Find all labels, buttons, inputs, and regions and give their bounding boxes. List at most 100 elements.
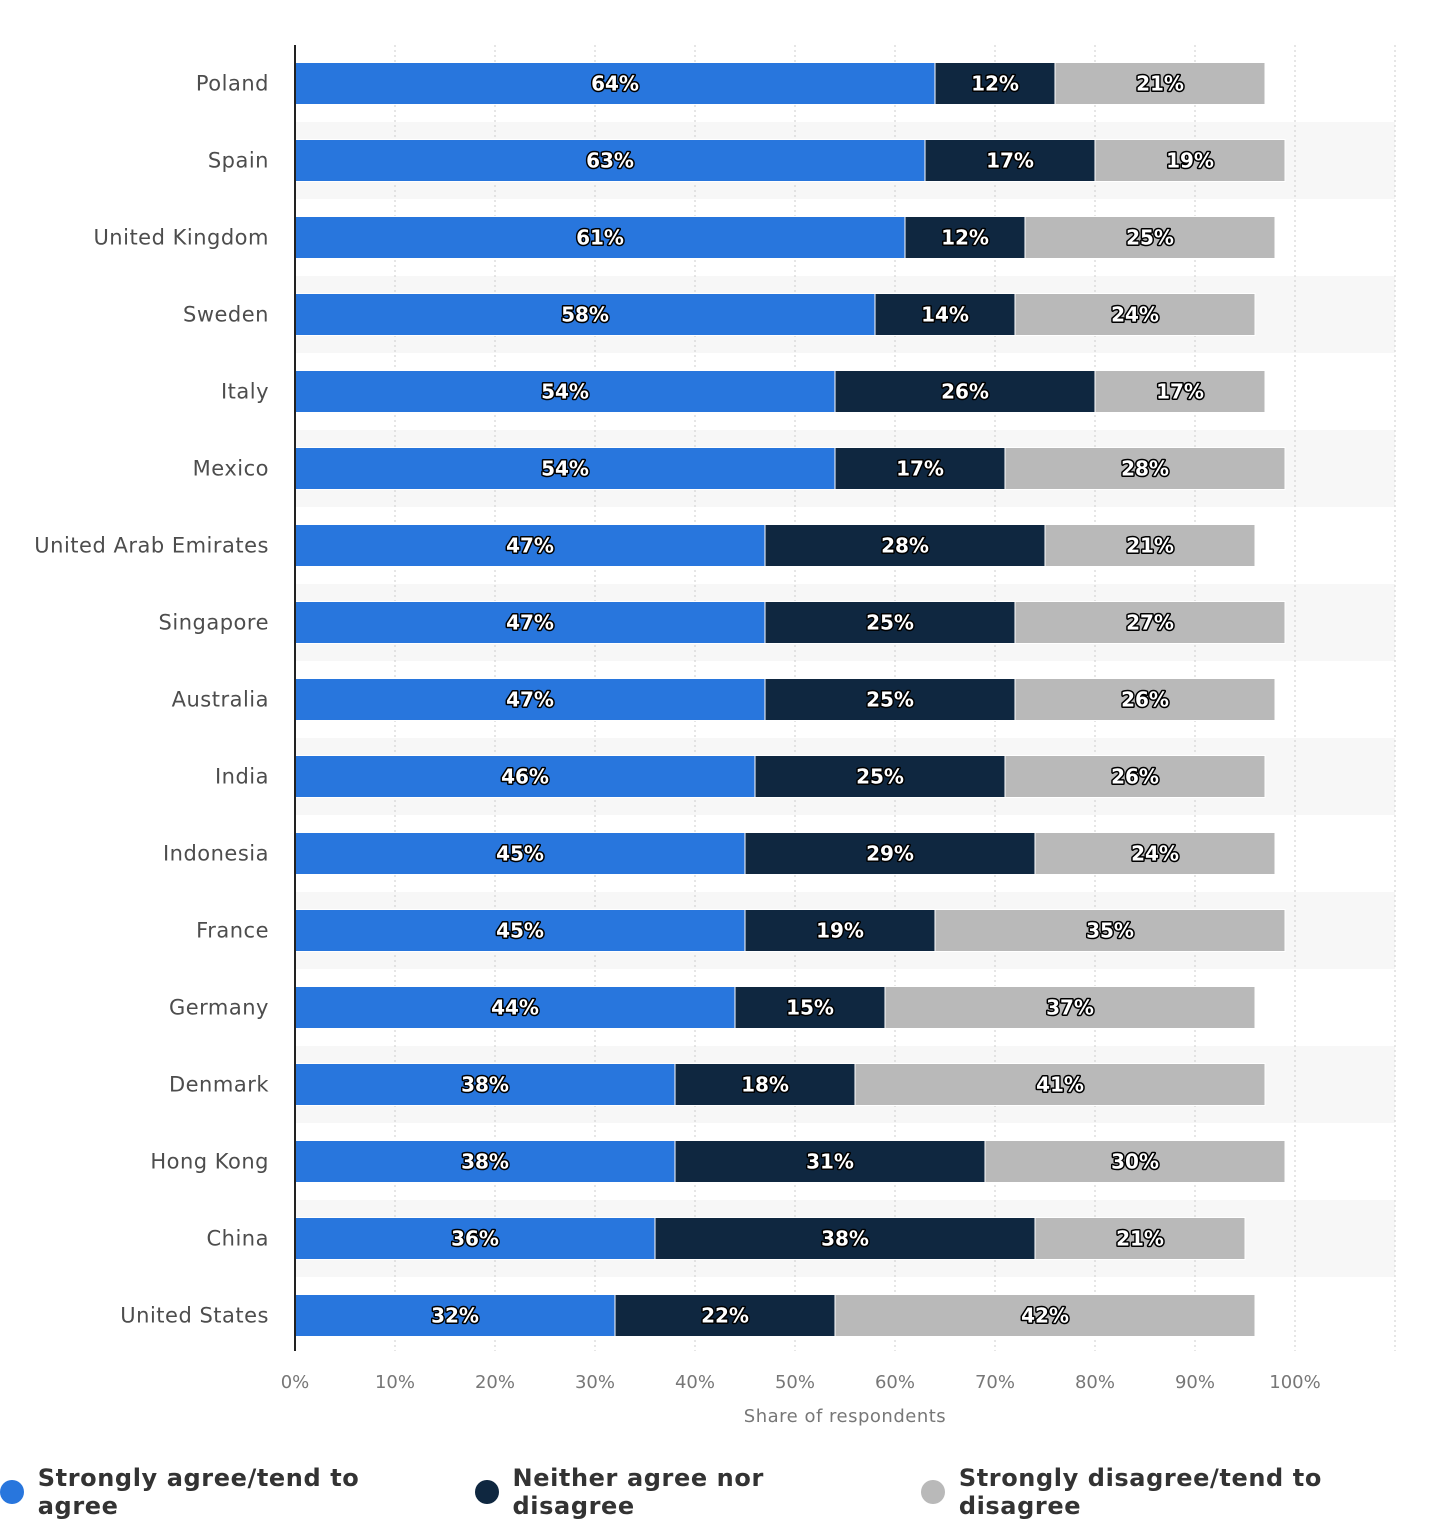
bar-segment[interactable] [834, 1294, 1256, 1337]
x-tick-label: 0% [281, 1372, 310, 1393]
bar-segment[interactable] [674, 1063, 856, 1106]
category-label: Germany [169, 996, 269, 1020]
data-label: 31% [806, 1150, 854, 1174]
data-label: 30% [1111, 1150, 1159, 1174]
bar-segment[interactable] [654, 1217, 1036, 1260]
legend-item-agree[interactable]: Strongly agree/tend to agree [0, 1464, 445, 1520]
bar-segment[interactable] [1004, 447, 1286, 490]
data-labels: 64% 12% 21% 63% 17% 19% 61% 12% 25% 58% 14% 24% 54% 2… [430, 70, 1216, 1329]
category-label: United Arab Emirates [34, 534, 269, 558]
data-label: 21% [1136, 72, 1184, 96]
data-label: 42% [1021, 1304, 1069, 1328]
bar-segment[interactable] [1094, 370, 1266, 413]
legend: Strongly agree/tend to agree Neither agr… [0, 1464, 1448, 1520]
x-tick-label: 80% [1075, 1372, 1115, 1393]
bar-segment[interactable] [294, 601, 766, 644]
bar-segment[interactable] [294, 524, 766, 567]
bar-segment[interactable] [294, 1063, 676, 1106]
bar-segment[interactable] [614, 1294, 836, 1337]
legend-dot-disagree-icon [921, 1480, 945, 1504]
category-label: Singapore [159, 611, 269, 635]
data-label: 26% [1111, 765, 1159, 789]
bar-segment[interactable] [1044, 524, 1256, 567]
bar-segment[interactable] [1034, 1217, 1246, 1260]
data-label: 36% [451, 1227, 499, 1251]
bar-segment[interactable] [1014, 601, 1286, 644]
bar-segment[interactable] [294, 832, 746, 875]
bar-segment[interactable] [294, 447, 836, 490]
legend-dot-neither-icon [474, 1480, 499, 1504]
stacked-bar-chart: 64% 12% 21% 63% 17% 19% 61% 12% 25% 58% 14% 24% 54% 2… [34, 45, 1396, 1427]
bar-segment[interactable] [764, 678, 1016, 721]
x-tick-label: 100% [1269, 1372, 1320, 1393]
data-label: 38% [461, 1150, 509, 1174]
data-label: 45% [496, 842, 544, 866]
data-label: 25% [1126, 226, 1174, 250]
x-tick-label: 40% [675, 1372, 715, 1393]
data-label: 25% [866, 611, 914, 635]
bar-segment[interactable] [834, 370, 1096, 413]
bar-segment[interactable] [764, 524, 1046, 567]
bar-segment[interactable] [764, 601, 1016, 644]
data-label: 24% [1111, 303, 1159, 327]
data-label: 37% [1046, 996, 1094, 1020]
data-label: 17% [986, 149, 1034, 173]
bar-segment[interactable] [294, 293, 876, 336]
bar-segment[interactable] [674, 1140, 986, 1183]
legend-dot-agree-icon [0, 1480, 24, 1504]
bar-segment[interactable] [294, 755, 756, 798]
category-label: Denmark [169, 1073, 269, 1097]
data-label: 26% [1121, 688, 1169, 712]
bar-segment[interactable] [744, 832, 1036, 875]
data-label: 54% [541, 380, 589, 404]
bar-segment[interactable] [1014, 678, 1276, 721]
legend-item-neither[interactable]: Neither agree nor disagree [474, 1464, 891, 1520]
bar-segment[interactable] [984, 1140, 1286, 1183]
data-label: 54% [541, 457, 589, 481]
bar-segment[interactable] [1094, 139, 1286, 182]
bar-segment[interactable] [874, 293, 1016, 336]
data-label: 26% [941, 380, 989, 404]
bar-segment[interactable] [934, 62, 1056, 105]
bar-segment[interactable] [834, 447, 1006, 490]
data-label: 25% [856, 765, 904, 789]
bar-segment[interactable] [294, 909, 746, 952]
bar-segment[interactable] [1004, 755, 1266, 798]
bar-segment[interactable] [934, 909, 1286, 952]
data-label: 64% [591, 72, 639, 96]
bar-segment[interactable] [904, 216, 1026, 259]
bar-segment[interactable] [884, 986, 1256, 1029]
category-label: India [215, 765, 269, 789]
x-axis-title: Share of respondents [744, 1406, 946, 1427]
bar-segment[interactable] [854, 1063, 1266, 1106]
category-label: United States [120, 1304, 269, 1328]
bar-segment[interactable] [294, 62, 936, 105]
category-label: Mexico [193, 457, 269, 481]
data-label: 38% [821, 1227, 869, 1251]
bar-segment[interactable] [1014, 293, 1256, 336]
data-label: 28% [1121, 457, 1169, 481]
bar-segment[interactable] [744, 909, 936, 952]
bar-segment[interactable] [294, 1217, 656, 1260]
bar-segment[interactable] [294, 216, 906, 259]
bar-segment[interactable] [294, 1140, 676, 1183]
data-label: 61% [576, 226, 624, 250]
category-label: Poland [196, 72, 269, 96]
bar-segment[interactable] [1024, 216, 1276, 259]
data-label: 45% [496, 919, 544, 943]
data-label: 22% [701, 1304, 749, 1328]
bar-segment[interactable] [294, 370, 836, 413]
x-axis-ticks: 0% 10% 20% 30% 40% 50% 60% 70% 80% 90% 100% [281, 1372, 1321, 1393]
bar-segment[interactable] [1054, 62, 1266, 105]
legend-item-disagree[interactable]: Strongly disagree/tend to disagree [921, 1464, 1448, 1520]
bar-segment[interactable] [1034, 832, 1276, 875]
bar-segment[interactable] [294, 139, 926, 182]
x-tick-label: 60% [875, 1372, 915, 1393]
bar-segment[interactable] [754, 755, 1006, 798]
x-tick-label: 50% [775, 1372, 815, 1393]
legend-label-neither: Neither agree nor disagree [512, 1464, 764, 1520]
bar-segment[interactable] [734, 986, 886, 1029]
bar-segment[interactable] [294, 986, 736, 1029]
data-label: 47% [506, 534, 554, 558]
bar-segment[interactable] [294, 1294, 616, 1337]
